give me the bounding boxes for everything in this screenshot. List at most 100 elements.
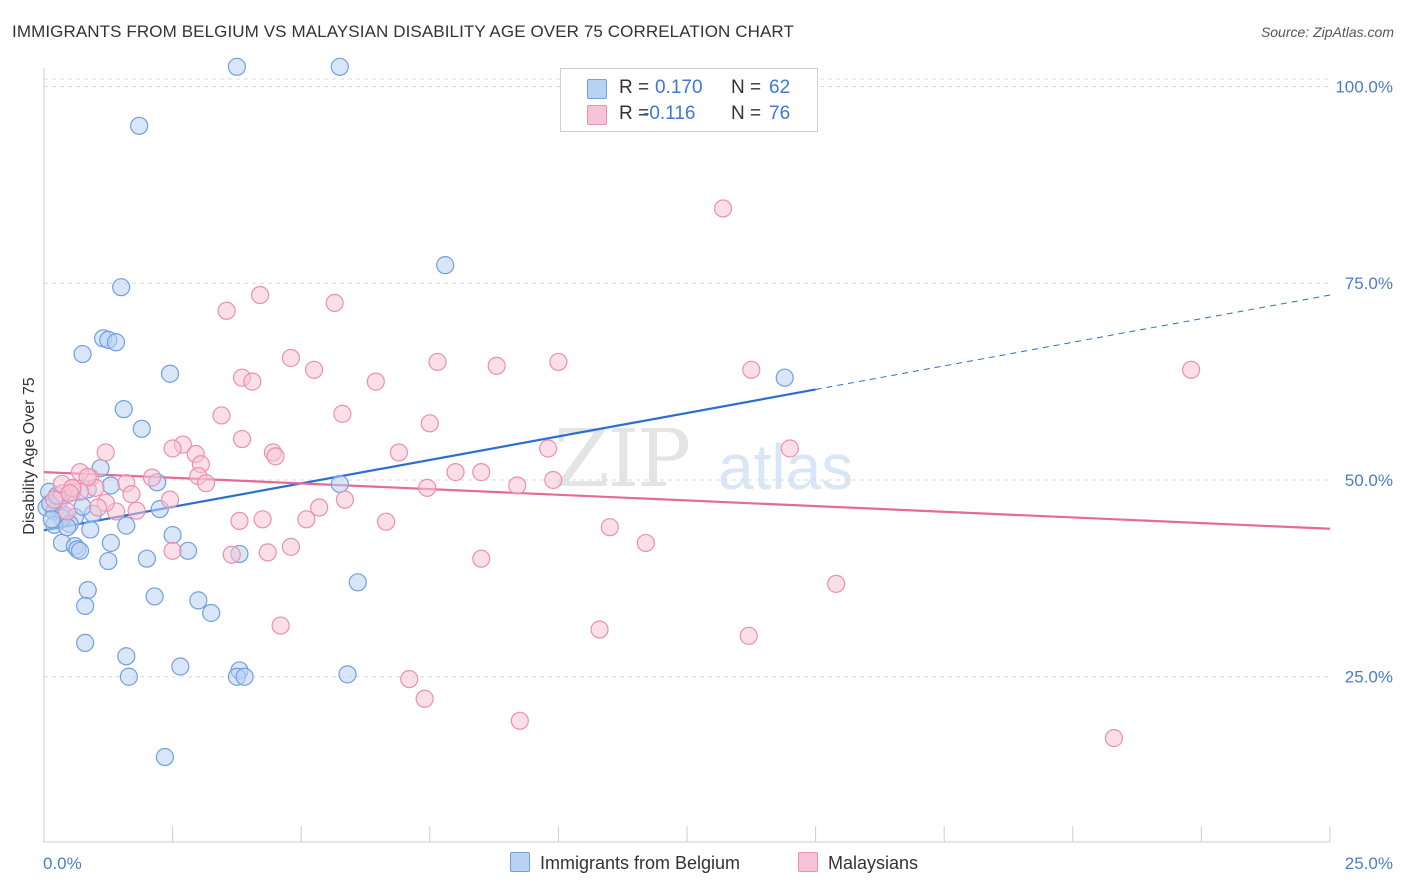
- point-malaysians: [539, 439, 558, 458]
- point-malaysians: [60, 484, 79, 503]
- point-malaysians: [1182, 360, 1201, 379]
- bottom-legend-belgium[interactable]: Immigrants from Belgium: [510, 852, 740, 874]
- point-belgium: [338, 665, 357, 684]
- point-belgium: [76, 596, 95, 616]
- point-belgium: [73, 344, 92, 364]
- point-belgium: [178, 541, 198, 560]
- point-malaysians: [243, 372, 262, 391]
- point-malaysians: [472, 463, 491, 482]
- point-malaysians: [325, 293, 344, 313]
- point-malaysians: [45, 490, 64, 509]
- point-malaysians: [253, 510, 272, 529]
- point-malaysians: [366, 372, 385, 391]
- legend-n-label: N =: [731, 103, 762, 124]
- point-malaysians: [780, 439, 799, 458]
- point-malaysians: [212, 406, 231, 425]
- point-malaysians: [508, 476, 527, 495]
- point-malaysians: [827, 574, 846, 593]
- watermark-zip: ZIP: [554, 412, 691, 505]
- point-belgium: [42, 510, 61, 529]
- point-belgium: [160, 364, 180, 383]
- point-belgium: [436, 256, 455, 275]
- point-malaysians: [258, 543, 277, 562]
- point-malaysians: [713, 199, 733, 218]
- point-belgium: [155, 747, 174, 767]
- point-malaysians: [544, 470, 563, 490]
- point-malaysians: [446, 463, 465, 482]
- legend-label-belgium: Immigrants from Belgium: [540, 853, 741, 873]
- point-malaysians: [88, 498, 108, 517]
- point-malaysians: [418, 478, 437, 497]
- point-malaysians: [600, 518, 619, 537]
- x-tick-label-min: 0.0%: [43, 854, 82, 873]
- point-belgium: [775, 368, 794, 387]
- legend-r-value: 0.170: [655, 77, 703, 98]
- point-malaysians: [310, 498, 329, 517]
- source-label: Source: ZipAtlas.com: [1260, 24, 1394, 40]
- point-belgium: [70, 541, 90, 560]
- y-tick-label: 75.0%: [1345, 274, 1393, 293]
- trend-line-malaysians: [43, 471, 1331, 530]
- point-malaysians: [510, 711, 529, 730]
- point-malaysians: [266, 447, 285, 466]
- point-belgium: [101, 476, 120, 495]
- point-malaysians: [376, 512, 396, 531]
- point-malaysians: [163, 541, 182, 560]
- legend-label-malaysians: Malaysians: [828, 853, 919, 873]
- point-belgium: [163, 525, 182, 545]
- x-tick-label-max: 25.0%: [1345, 854, 1393, 873]
- point-malaysians: [487, 356, 506, 375]
- point-belgium: [145, 587, 164, 606]
- point-malaysians: [335, 490, 355, 509]
- point-belgium: [171, 657, 190, 676]
- point-malaysians: [472, 549, 491, 568]
- legend-swatch-blue: [587, 79, 607, 99]
- point-malaysians: [333, 404, 352, 423]
- point-malaysians: [142, 468, 162, 487]
- chart-title: IMMIGRANTS FROM BELGIUM VS MALAYSIAN DIS…: [12, 22, 794, 41]
- point-malaysians: [420, 414, 439, 433]
- point-belgium: [330, 57, 349, 76]
- point-malaysians: [160, 490, 180, 509]
- point-malaysians: [739, 626, 758, 645]
- y-axis-label: Disability Age Over 75: [21, 377, 38, 535]
- point-malaysians: [742, 360, 761, 379]
- point-malaysians: [271, 616, 290, 635]
- point-belgium: [227, 57, 246, 76]
- axes: [43, 68, 1331, 843]
- point-malaysians: [389, 443, 409, 462]
- legend-r-label: R =: [619, 103, 650, 124]
- point-malaysians: [428, 352, 447, 372]
- point-malaysians: [58, 502, 77, 521]
- bottom-legend-malaysians[interactable]: Malaysians: [798, 852, 918, 874]
- legend-swatch-blue: [510, 852, 530, 872]
- legend-r-label: R =: [619, 77, 650, 98]
- point-malaysians: [122, 485, 141, 504]
- point-malaysians: [590, 620, 609, 639]
- point-belgium: [81, 520, 100, 539]
- point-belgium: [117, 516, 136, 535]
- point-malaysians: [232, 429, 252, 449]
- point-malaysians: [230, 511, 249, 531]
- legend-n-label: N =: [731, 77, 762, 98]
- point-malaysians: [297, 510, 316, 529]
- point-belgium: [78, 581, 97, 600]
- legend-r-value: -0.116: [643, 103, 696, 124]
- point-belgium: [117, 647, 136, 666]
- point-belgium: [119, 667, 138, 686]
- point-belgium: [76, 633, 95, 652]
- point-malaysians: [1104, 729, 1124, 748]
- point-malaysians: [163, 439, 182, 458]
- legend-n-value: 76: [769, 103, 791, 124]
- legend-swatch-pink: [798, 852, 818, 872]
- legend-swatch-pink: [587, 105, 607, 125]
- trend-line-belgium-extension: [815, 294, 1331, 390]
- point-belgium: [130, 116, 149, 135]
- point-belgium: [58, 518, 77, 537]
- point-belgium: [348, 573, 367, 592]
- point-malaysians: [304, 360, 324, 379]
- point-malaysians: [196, 474, 216, 493]
- point-malaysians: [400, 669, 419, 689]
- point-belgium: [235, 667, 254, 686]
